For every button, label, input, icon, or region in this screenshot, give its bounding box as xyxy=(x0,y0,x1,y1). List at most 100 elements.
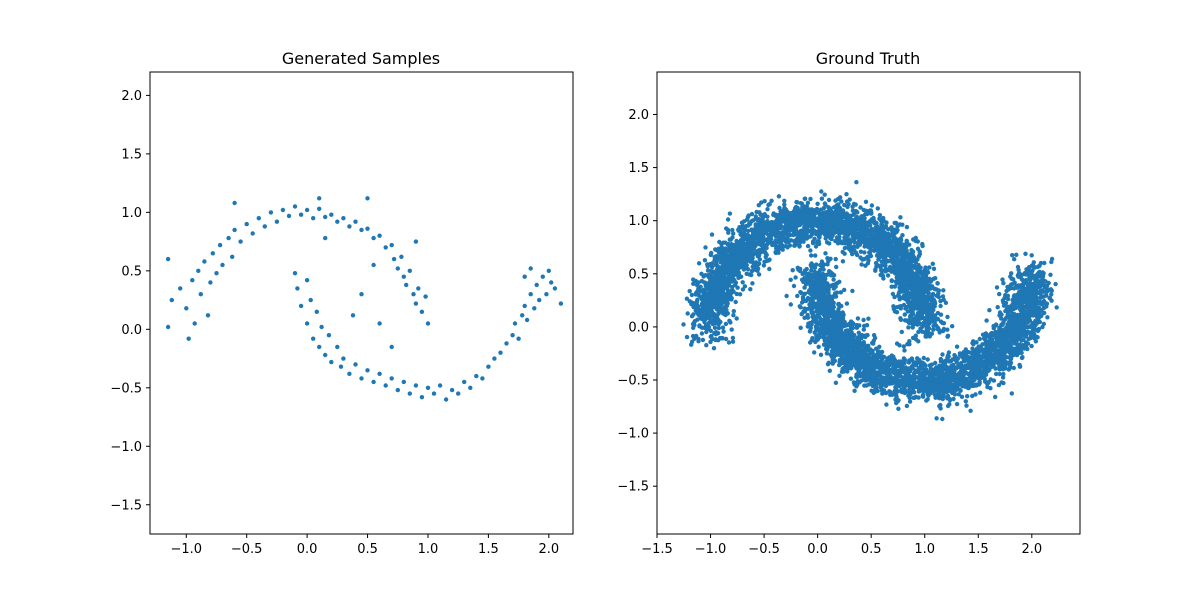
truth-point xyxy=(879,272,884,277)
truth-point xyxy=(852,244,857,249)
generated-point xyxy=(329,212,334,217)
truth-point xyxy=(911,237,916,242)
truth-point xyxy=(863,334,868,340)
truth-point xyxy=(830,360,836,365)
generated-point xyxy=(341,216,346,221)
truth-point xyxy=(687,288,692,294)
generated-point xyxy=(186,336,191,341)
truth-point xyxy=(709,232,715,237)
truth-point xyxy=(798,208,803,214)
truth-point xyxy=(923,265,928,270)
generated-point xyxy=(244,221,249,227)
truth-point xyxy=(854,325,860,330)
truth-point xyxy=(684,334,690,340)
truth-point xyxy=(1049,292,1054,297)
truth-point xyxy=(728,250,734,255)
truth-point xyxy=(879,349,885,355)
generated-point xyxy=(413,301,419,306)
truth-point xyxy=(804,266,809,272)
truth-point xyxy=(705,264,710,269)
truth-point xyxy=(993,366,998,371)
truth-point xyxy=(1005,296,1011,302)
truth-point xyxy=(692,320,697,325)
generated-y-tick-label: −0.5 xyxy=(110,381,142,396)
truth-point xyxy=(850,251,855,257)
truth-point xyxy=(702,325,707,331)
truth-point xyxy=(996,382,1002,388)
generated-point xyxy=(319,324,324,330)
generated-samples-points xyxy=(165,196,564,402)
truth-point xyxy=(877,213,883,218)
truth-point xyxy=(802,196,807,201)
generated-x-tick-label: 2.0 xyxy=(538,542,559,557)
truth-point xyxy=(862,343,868,348)
truth-point xyxy=(940,416,945,422)
generated-point xyxy=(520,313,525,318)
truth-point xyxy=(988,349,993,354)
truth-point xyxy=(798,290,803,295)
truth-point xyxy=(824,351,830,356)
generated-point xyxy=(371,379,376,385)
truth-point xyxy=(1008,356,1014,362)
truth-point xyxy=(950,357,955,362)
generated-point xyxy=(498,350,503,355)
truth-point xyxy=(740,287,746,292)
generated-point xyxy=(377,321,382,326)
truth-point xyxy=(929,331,934,337)
truth-point xyxy=(842,245,848,251)
truth-point xyxy=(745,267,751,272)
truth-point xyxy=(967,364,972,369)
truth-point xyxy=(721,329,726,334)
truth-point xyxy=(826,290,831,295)
generated-point xyxy=(359,376,364,381)
truth-point xyxy=(808,248,813,253)
truth-point xyxy=(861,327,866,332)
truth-point xyxy=(971,341,976,347)
truth-point xyxy=(1001,371,1006,377)
truth-point xyxy=(810,239,816,244)
truth-point xyxy=(814,309,819,314)
truth-point xyxy=(717,239,722,245)
truth-point xyxy=(825,256,830,261)
generated-point xyxy=(468,385,473,390)
truth-point xyxy=(826,197,832,203)
truth-point xyxy=(866,316,871,321)
truth-point xyxy=(902,358,907,364)
truth-point xyxy=(725,217,731,222)
generated-point xyxy=(549,280,554,285)
truth-point xyxy=(936,288,942,293)
truth-point xyxy=(816,314,821,320)
truth-point xyxy=(993,394,998,400)
generated-point xyxy=(540,274,545,279)
truth-point xyxy=(723,321,729,327)
generated-point xyxy=(304,321,310,326)
truth-point xyxy=(713,247,718,252)
generated-point xyxy=(462,379,467,385)
generated-point xyxy=(537,297,542,303)
truth-point xyxy=(823,236,828,241)
generated-point xyxy=(365,196,370,201)
truth-point xyxy=(720,288,726,293)
truth-point xyxy=(902,312,907,317)
truth-point xyxy=(899,329,904,335)
truth-point xyxy=(854,365,859,370)
truth-point xyxy=(837,373,842,378)
truth-point xyxy=(761,263,767,268)
generated-samples-y-axis: −1.5−1.0−0.50.00.51.01.52.0 xyxy=(110,89,150,513)
truth-point xyxy=(864,239,869,245)
truth-point xyxy=(941,326,947,332)
truth-point xyxy=(890,291,896,297)
truth-point xyxy=(821,267,826,272)
truth-point xyxy=(965,394,970,399)
generated-point xyxy=(268,210,274,215)
truth-point xyxy=(1011,311,1017,316)
truth-point xyxy=(991,378,997,383)
generated-point xyxy=(510,333,515,338)
truth-point xyxy=(872,244,877,249)
truth-point xyxy=(844,192,849,197)
truth-point xyxy=(765,207,770,212)
truth-point xyxy=(945,355,950,360)
generated-point xyxy=(416,286,421,291)
